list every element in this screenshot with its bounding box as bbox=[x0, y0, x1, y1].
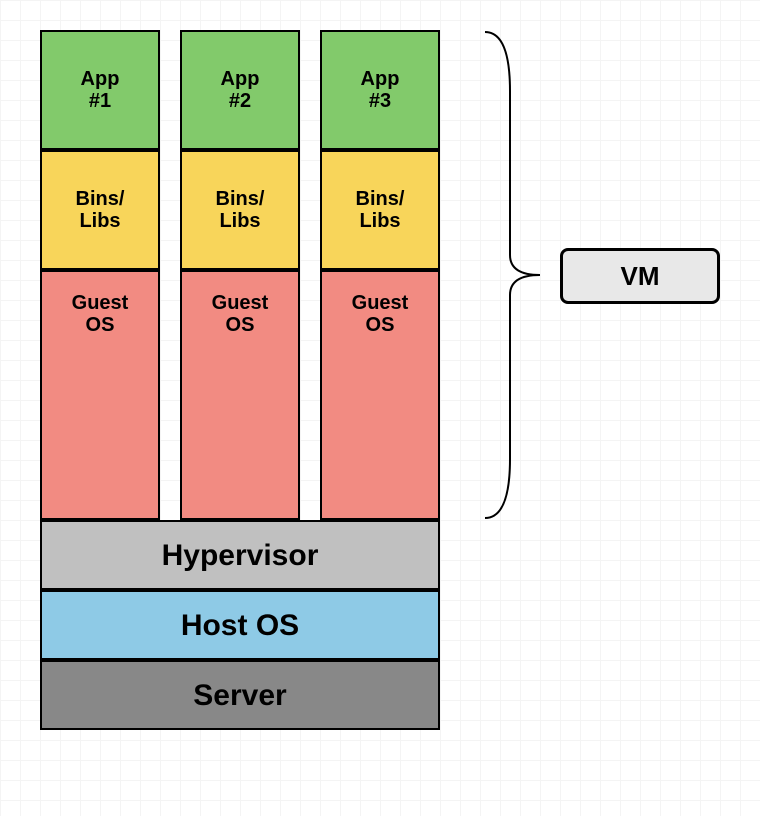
bins-libs-block-2: Bins/ Libs bbox=[180, 150, 300, 270]
app-block-2: App #2 bbox=[180, 30, 300, 150]
block-text: Hypervisor bbox=[162, 539, 319, 572]
bins-libs-block-1: Bins/ Libs bbox=[40, 150, 160, 270]
vm-label-box: VM bbox=[560, 248, 720, 304]
block-text: App #3 bbox=[361, 68, 400, 112]
block-text: Server bbox=[193, 679, 286, 712]
block-text: Bins/ Libs bbox=[216, 188, 265, 232]
vm-brace bbox=[480, 30, 550, 520]
block-text: App #2 bbox=[221, 68, 260, 112]
vm-label-text: VM bbox=[621, 261, 660, 292]
block-text: Guest OS bbox=[72, 292, 129, 336]
bins-libs-block-3: Bins/ Libs bbox=[320, 150, 440, 270]
block-text: Host OS bbox=[181, 609, 299, 642]
app-block-1: App #1 bbox=[40, 30, 160, 150]
guest-os-block-2: Guest OS bbox=[180, 270, 300, 520]
block-text: Bins/ Libs bbox=[356, 188, 405, 232]
guest-os-block-1: Guest OS bbox=[40, 270, 160, 520]
app-block-3: App #3 bbox=[320, 30, 440, 150]
block-text: Guest OS bbox=[212, 292, 269, 336]
guest-os-block-3: Guest OS bbox=[320, 270, 440, 520]
hypervisor-layer: Hypervisor bbox=[40, 520, 440, 590]
host-os-layer: Host OS bbox=[40, 590, 440, 660]
block-text: App #1 bbox=[81, 68, 120, 112]
block-text: Bins/ Libs bbox=[76, 188, 125, 232]
server-layer: Server bbox=[40, 660, 440, 730]
block-text: Guest OS bbox=[352, 292, 409, 336]
